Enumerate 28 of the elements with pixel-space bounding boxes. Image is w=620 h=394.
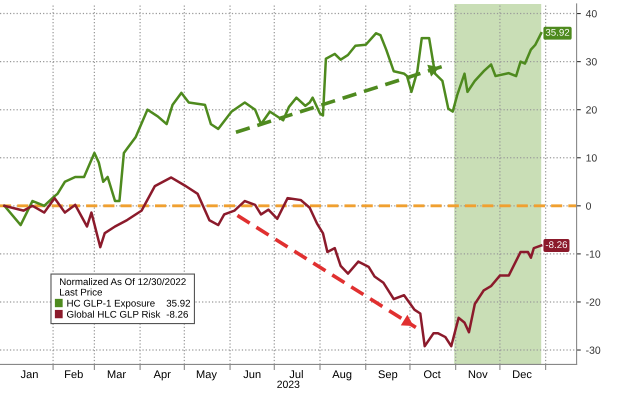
x-tick-label: Jan	[20, 370, 38, 378]
x-tick-label: Dec	[513, 370, 532, 378]
y-tick-label: 10	[586, 154, 597, 162]
text: -8.26	[166, 310, 188, 318]
x-tick-label: Sep	[378, 370, 398, 380]
x-tick-label: Aug	[332, 370, 352, 380]
y-tick-label: -30	[586, 346, 600, 354]
x-tick-label: Nov	[468, 370, 488, 378]
y-tick-label: 0	[586, 202, 592, 210]
x-tick-label: Apr	[154, 370, 171, 380]
y-tick-label: 20	[586, 106, 597, 114]
x-axis-title: 2023	[277, 380, 300, 388]
y-tick-label: 30	[586, 58, 597, 66]
x-tick-label: May	[196, 370, 217, 380]
legend-label: HC GLP-1 Exposure	[67, 300, 155, 309]
data-label: -8.26	[546, 241, 568, 248]
x-tick-label: Mar	[108, 370, 126, 378]
text: 35.92	[166, 300, 190, 307]
x-tick-label: Oct	[424, 370, 441, 378]
legend-title: Normalized As Of 12/30/2022 Last Price	[60, 278, 186, 296]
y-tick-label: -20	[586, 298, 600, 306]
x-tick-label: Feb	[65, 370, 83, 378]
legend-label: Global HLC GLP Risk	[67, 310, 160, 318]
x-tick-label: Jun	[243, 370, 260, 378]
data-label: 35.92	[546, 28, 570, 36]
y-tick-label: -10	[586, 250, 600, 258]
y-tick-label: 40	[586, 10, 597, 18]
x-tick-label: Jul	[289, 370, 303, 378]
